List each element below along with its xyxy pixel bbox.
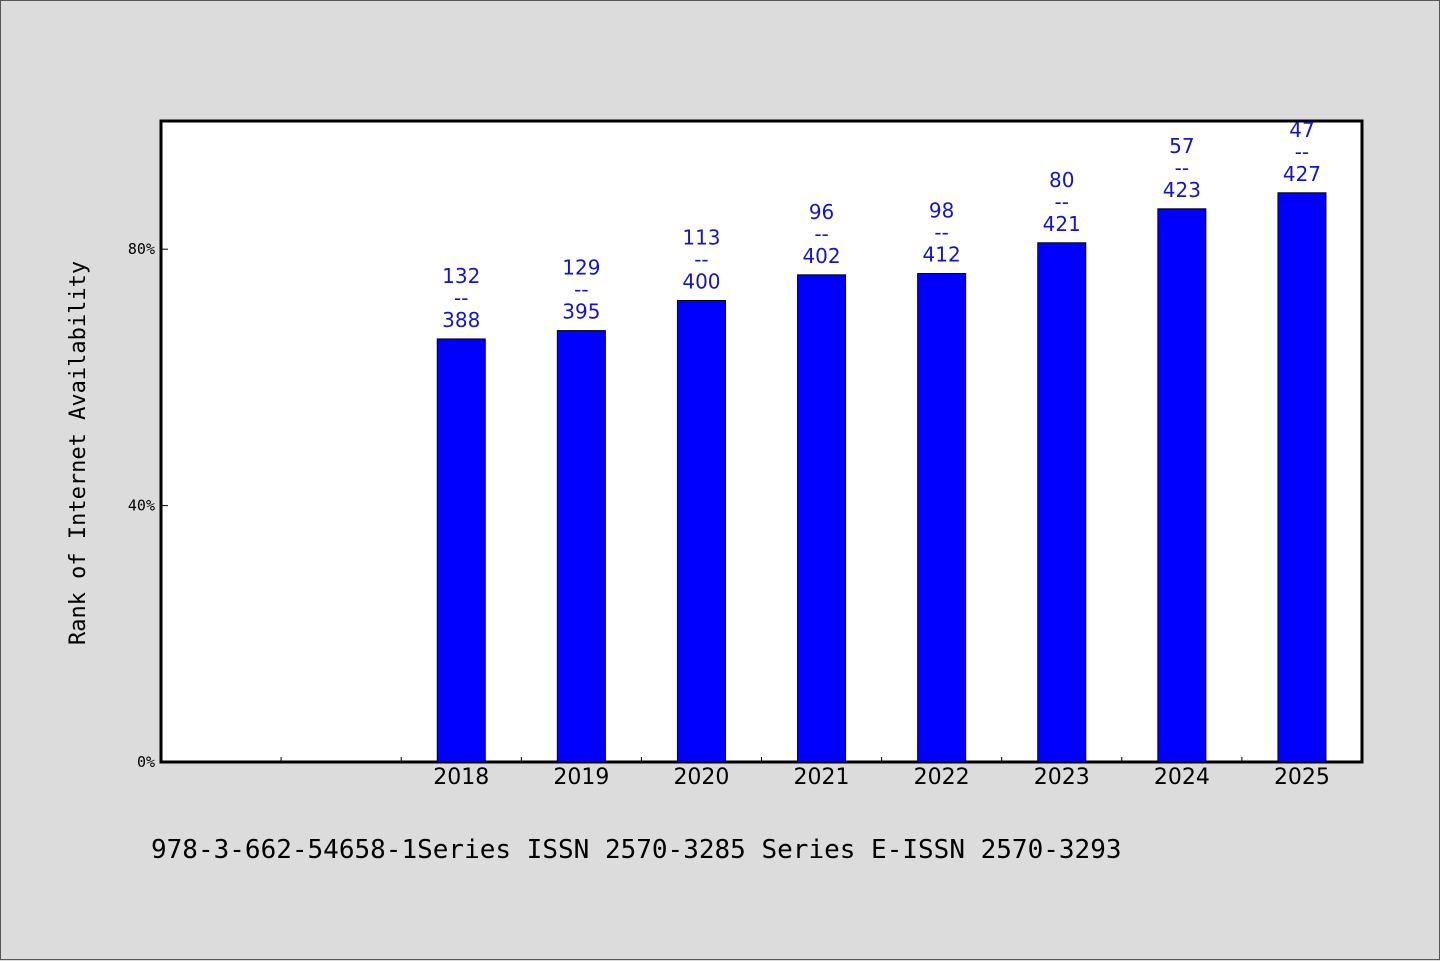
data-label-2023-line1: 80 bbox=[1049, 168, 1074, 192]
data-label-2023-line2: -- bbox=[1055, 190, 1069, 214]
data-label-2018-line3: 388 bbox=[442, 308, 480, 332]
bar-2023 bbox=[1037, 242, 1087, 763]
footer-isbn-text: 978-3-662-54658-1Series ISSN 2570-3285 S… bbox=[151, 835, 1122, 865]
data-label-2023-line3: 421 bbox=[1043, 212, 1081, 236]
bar-2021 bbox=[797, 274, 847, 763]
data-label-2022-line2: -- bbox=[934, 221, 948, 245]
y-ticks-group: 0% 40% 80% bbox=[128, 240, 168, 771]
bar-2019 bbox=[556, 330, 606, 763]
x-tick-label-2019: 2019 bbox=[553, 765, 609, 790]
data-label-2020-line3: 400 bbox=[682, 269, 720, 293]
x-tick-label-2024: 2024 bbox=[1154, 765, 1210, 790]
data-label-2018-line2: -- bbox=[454, 286, 468, 310]
data-label-2022-line3: 412 bbox=[923, 243, 961, 267]
data-label-2020-line2: -- bbox=[694, 247, 708, 271]
data-label-2020-line1: 113 bbox=[682, 225, 720, 249]
bar-2018 bbox=[436, 338, 486, 763]
bar-2022 bbox=[917, 273, 967, 763]
data-label-2025-line2: -- bbox=[1295, 140, 1309, 164]
x-tick-label-2020: 2020 bbox=[673, 765, 729, 790]
data-label-2024-line3: 423 bbox=[1163, 178, 1201, 202]
x-tick-label-2022: 2022 bbox=[914, 765, 970, 790]
y-tick-label-0: 0% bbox=[137, 753, 155, 771]
data-label-2019-line1: 129 bbox=[562, 256, 600, 280]
data-label-2025-line1: 47 bbox=[1289, 118, 1314, 142]
y-axis-title: Rank of Internet Availability bbox=[66, 261, 91, 645]
x-tick-label-2025: 2025 bbox=[1274, 765, 1330, 790]
data-label-2021-line1: 96 bbox=[809, 200, 834, 224]
x-tick-label-2021: 2021 bbox=[794, 765, 850, 790]
bars-group bbox=[436, 192, 1327, 763]
data-label-2021-line3: 402 bbox=[802, 244, 840, 268]
data-label-2018-line1: 132 bbox=[442, 264, 480, 288]
bar-2020 bbox=[676, 299, 726, 763]
data-label-2025-line3: 427 bbox=[1283, 162, 1321, 186]
data-label-2022-line1: 98 bbox=[929, 199, 954, 223]
y-tick-label-80: 80% bbox=[128, 240, 155, 258]
data-label-2019-line3: 395 bbox=[562, 300, 600, 324]
data-label-2024-line2: -- bbox=[1175, 156, 1189, 180]
data-label-2021-line2: -- bbox=[814, 222, 828, 246]
data-label-2024-line1: 57 bbox=[1169, 134, 1194, 158]
data-label-2019-line2: -- bbox=[574, 278, 588, 302]
x-ticks-group: 2018 2019 2020 2021 2022 2023 2024 2025 bbox=[280, 757, 1330, 790]
x-tick-label-2018: 2018 bbox=[433, 765, 489, 790]
y-tick-label-40: 40% bbox=[128, 497, 155, 515]
bar-2024 bbox=[1157, 208, 1207, 763]
data-labels-group: 132--388129--395113--40096--40298--41280… bbox=[442, 118, 1321, 332]
x-tick-label-2023: 2023 bbox=[1034, 765, 1090, 790]
bar-2025 bbox=[1277, 192, 1327, 763]
